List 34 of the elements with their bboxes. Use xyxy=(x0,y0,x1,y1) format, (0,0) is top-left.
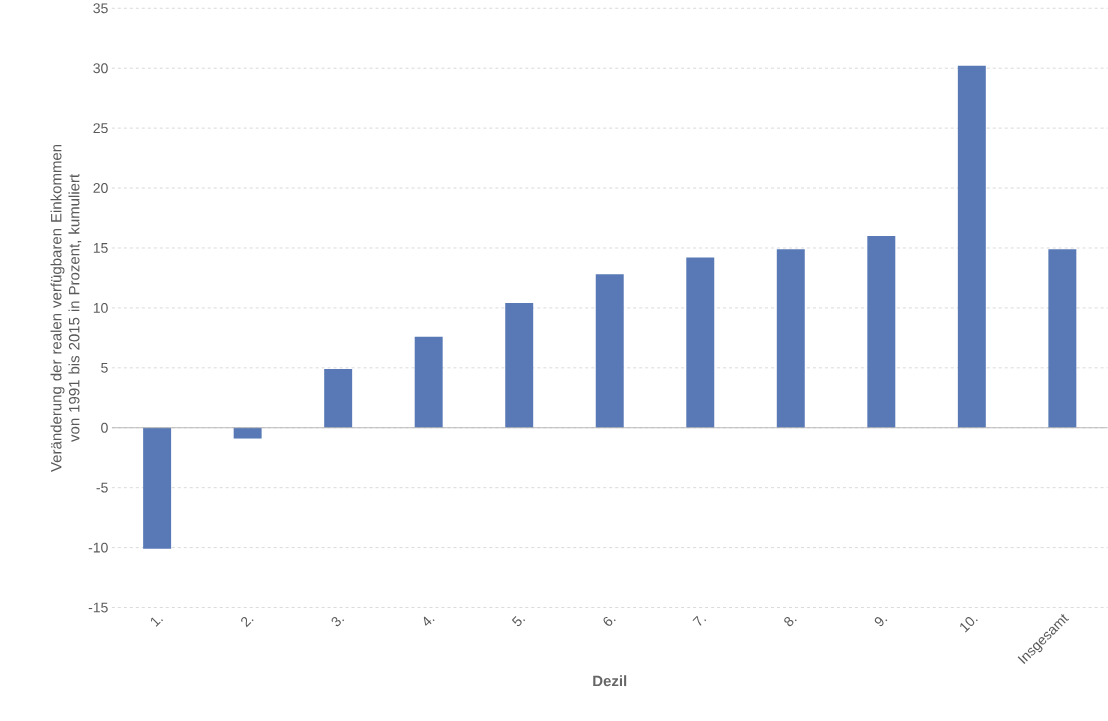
x-tick-label: 4. xyxy=(423,616,435,626)
y-tick-label: -15 xyxy=(88,602,108,613)
bar xyxy=(1048,248,1077,428)
bar xyxy=(595,274,624,428)
y-tick-label: -10 xyxy=(88,542,108,553)
bar xyxy=(143,427,172,549)
x-tick-label: 10. xyxy=(960,616,978,633)
x-tick-label: 5. xyxy=(511,615,526,626)
x-tick-label: 7. xyxy=(692,615,707,626)
x-tick-label: 9. xyxy=(874,616,888,626)
bar xyxy=(324,368,353,428)
x-axis-title: Dezil xyxy=(593,675,627,687)
y-tick-label: 5 xyxy=(101,362,108,373)
bar xyxy=(233,427,262,439)
bar xyxy=(414,336,443,428)
y-tick-label: 15 xyxy=(93,242,108,253)
y-tick-label: 20 xyxy=(93,182,108,193)
y-tick-label: 25 xyxy=(93,122,108,133)
x-tick-label: 1. xyxy=(150,617,164,627)
y-tick-label: 35 xyxy=(93,3,108,14)
x-tick-label: 8. xyxy=(784,616,797,627)
y-tick-label: -5 xyxy=(96,482,108,493)
x-tick-label: 6. xyxy=(603,616,616,626)
y-tick-label: 10 xyxy=(93,302,108,313)
x-tick-label: 3. xyxy=(331,616,345,627)
bar xyxy=(776,248,805,428)
y-axis-title: Veränderung der realen verfügbaren Einkommen von 1991 bis 2015 in Prozent, kumuliert xyxy=(50,144,82,472)
y-tick-label: 30 xyxy=(93,63,108,73)
bar xyxy=(505,302,534,428)
bar xyxy=(686,257,715,428)
bar xyxy=(867,235,896,428)
y-tick-label: 0 xyxy=(101,422,108,433)
x-tick-label: 2. xyxy=(241,616,254,627)
bar xyxy=(957,65,986,428)
